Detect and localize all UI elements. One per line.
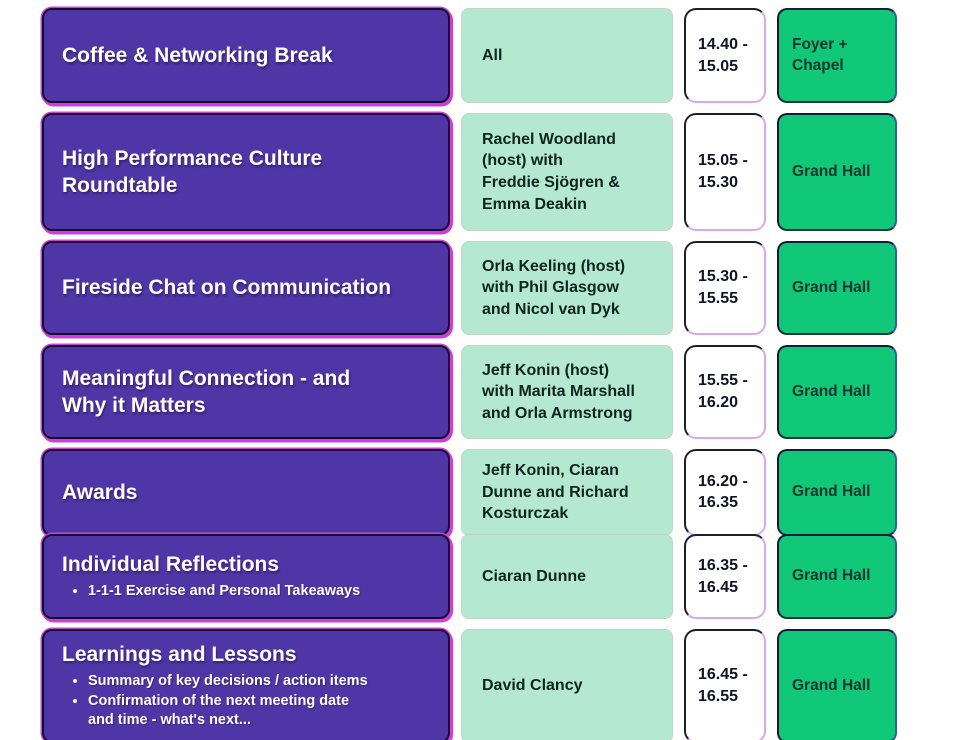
- session-title-cell: Meaningful Connection - and Why it Matte…: [42, 345, 450, 439]
- session-title: Individual Reflections: [62, 553, 280, 577]
- session-bullet-list: Summary of key decisions / action itemsC…: [62, 672, 432, 731]
- time-cell: 16.45 - 16.55: [684, 629, 766, 740]
- session-title-cell: High Performance Culture Roundtable: [42, 113, 450, 231]
- session-title: Fireside Chat on Communication: [62, 276, 392, 300]
- session-title: Meaningful Connection - and Why it Matte…: [62, 366, 351, 417]
- schedule-row: Awards Jeff Konin, Ciaran Dunne and Rich…: [42, 449, 980, 536]
- time-cell: 15.55 - 16.20: [684, 345, 766, 439]
- session-title-cell: Individual Reflections 1-1-1 Exercise an…: [42, 534, 450, 619]
- session-title: Coffee & Networking Break: [62, 43, 333, 67]
- session-title-cell: Fireside Chat on Communication: [42, 241, 450, 335]
- session-bullet: 1-1-1 Exercise and Personal Takeaways: [88, 582, 432, 602]
- schedule-row: Individual Reflections 1-1-1 Exercise an…: [42, 534, 980, 619]
- schedule-row: High Performance Culture Roundtable Rach…: [42, 113, 980, 231]
- session-title-cell: Learnings and Lessons Summary of key dec…: [42, 629, 450, 740]
- location-cell: Grand Hall: [777, 345, 897, 439]
- session-title: Awards: [62, 480, 138, 504]
- location-cell: Grand Hall: [777, 449, 897, 536]
- session-title: Learnings and Lessons: [62, 643, 297, 666]
- schedule-row: Learnings and Lessons Summary of key dec…: [42, 629, 980, 740]
- schedule-row: Fireside Chat on Communication Orla Keel…: [42, 241, 980, 335]
- session-bullet: Summary of key decisions / action items: [88, 672, 432, 692]
- time-cell: 14.40 - 15.05: [684, 8, 766, 103]
- time-cell: 15.30 - 15.55: [684, 241, 766, 335]
- session-title-cell: Coffee & Networking Break: [42, 8, 450, 103]
- schedule-row: Coffee & Networking Break All 14.40 - 15…: [42, 8, 980, 103]
- session-bullet-list: 1-1-1 Exercise and Personal Takeaways: [62, 582, 432, 602]
- speakers-cell: Jeff Konin, Ciaran Dunne and Richard Kos…: [461, 449, 673, 536]
- session-title-cell: Awards: [42, 449, 450, 536]
- location-cell: Grand Hall: [777, 241, 897, 335]
- speakers-cell: Jeff Konin (host) with Marita Marshall a…: [461, 345, 673, 439]
- speakers-cell: David Clancy: [461, 629, 673, 740]
- location-cell: Grand Hall: [777, 629, 897, 740]
- session-bullet: Confirmation of the next meeting date an…: [88, 692, 432, 731]
- time-cell: 16.20 - 16.35: [684, 449, 766, 536]
- schedule-row: Meaningful Connection - and Why it Matte…: [42, 345, 980, 439]
- time-cell: 16.35 - 16.45: [684, 534, 766, 619]
- location-cell: Grand Hall: [777, 534, 897, 619]
- location-cell: Foyer + Chapel: [777, 8, 897, 103]
- speakers-cell: Ciaran Dunne: [461, 534, 673, 619]
- speakers-cell: Rachel Woodland (host) with Freddie Sjög…: [461, 113, 673, 231]
- location-cell: Grand Hall: [777, 113, 897, 231]
- speakers-cell: Orla Keeling (host) with Phil Glasgow an…: [461, 241, 673, 335]
- time-cell: 15.05 - 15.30: [684, 113, 766, 231]
- speakers-cell: All: [461, 8, 673, 103]
- session-title: High Performance Culture Roundtable: [62, 146, 323, 197]
